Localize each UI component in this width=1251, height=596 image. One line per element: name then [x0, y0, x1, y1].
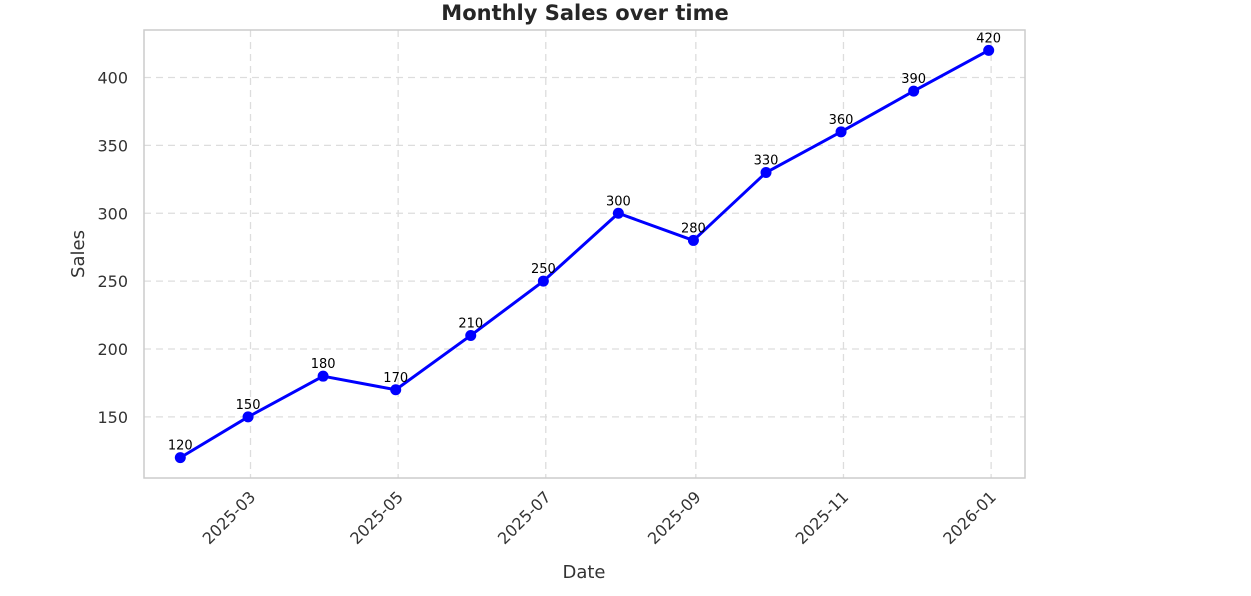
data-point [242, 411, 254, 423]
x-axis-ticks: 2025-03 2025-05 2025-07 2025-09 2025-11 2026-… [199, 487, 1000, 548]
plot-area [143, 29, 1026, 479]
data-label: 330 [754, 154, 779, 169]
y-tick-label: 250 [97, 272, 128, 291]
data-point [612, 207, 624, 219]
data-label: 180 [311, 357, 336, 372]
data-label: 300 [606, 194, 631, 209]
series-layer: 120 150 180 170 210 250 300 280 330 360 390 420 [168, 31, 1001, 464]
data-label: 150 [236, 398, 261, 413]
data-label: 360 [829, 113, 854, 128]
data-label: 210 [458, 316, 483, 331]
data-label: 420 [976, 31, 1001, 46]
data-point [908, 85, 920, 97]
data-point [835, 126, 847, 138]
x-tick-label: 2025-03 [199, 487, 260, 548]
grid-lines [144, 30, 1025, 478]
y-axis-label: Sales [68, 230, 89, 278]
data-point [687, 234, 699, 246]
data-label: 280 [681, 221, 706, 236]
data-label: 390 [901, 72, 926, 87]
y-tick-label: 400 [97, 69, 128, 88]
data-point [465, 329, 477, 341]
data-label: 170 [383, 371, 408, 386]
y-tick-label: 350 [97, 136, 128, 155]
sales-line [179, 49, 990, 459]
y-tick-label: 150 [97, 408, 128, 427]
data-point [983, 44, 995, 56]
y-axis-ticks: 150 200 250 300 350 400 [97, 69, 128, 427]
data-point [174, 452, 186, 464]
y-tick-label: 300 [97, 204, 128, 223]
data-point [390, 384, 402, 396]
data-label: 250 [531, 262, 556, 277]
x-tick-label: 2026-01 [939, 487, 1000, 548]
x-tick-label: 2025-07 [494, 487, 555, 548]
x-tick-label: 2025-11 [792, 487, 853, 548]
x-tick-label: 2025-05 [346, 487, 407, 548]
data-point [317, 370, 329, 382]
data-point [760, 167, 772, 179]
x-tick-label: 2025-09 [644, 487, 705, 548]
data-label: 120 [168, 439, 193, 454]
x-axis-label: Date [562, 562, 605, 583]
data-point [537, 275, 549, 287]
y-tick-label: 200 [97, 340, 128, 359]
chart-title: Monthly Sales over time [441, 1, 728, 25]
